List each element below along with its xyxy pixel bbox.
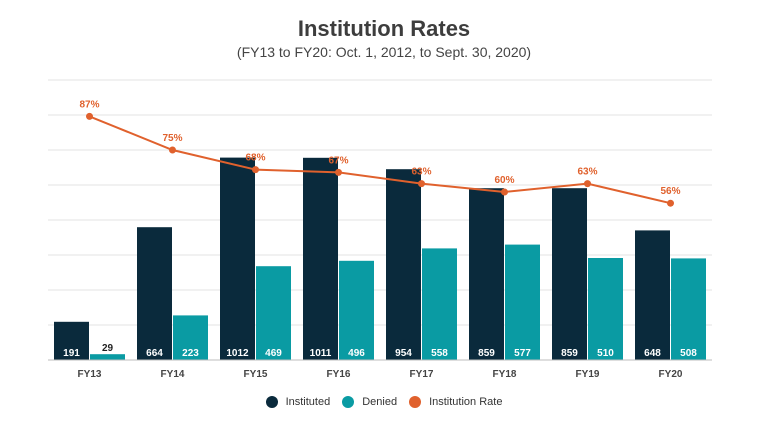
series-line-institution-rate xyxy=(89,115,671,205)
point-institution-rate-fy14 xyxy=(169,146,176,154)
data-label-instituted-fy19: 859 xyxy=(561,348,578,359)
data-label-institution-rate-fy14: 75% xyxy=(162,133,182,144)
data-label-denied-fy18: 577 xyxy=(514,348,531,359)
point-institution-rate-fy20 xyxy=(667,199,674,207)
data-label-denied-fy14: 223 xyxy=(182,348,199,359)
data-label-denied-fy20: 508 xyxy=(680,348,697,359)
bar-denied-fy20 xyxy=(671,258,706,360)
point-institution-rate-fy16 xyxy=(335,168,342,176)
bar-instituted-fy20 xyxy=(635,230,670,360)
bar-instituted-fy14 xyxy=(137,227,172,360)
x-tick-label-fy19: FY19 xyxy=(576,369,600,380)
data-label-denied-fy16: 496 xyxy=(348,348,365,359)
legend-item-denied: Denied xyxy=(342,396,397,408)
bar-denied-fy16 xyxy=(339,260,374,360)
x-tick-label-fy17: FY17 xyxy=(410,369,434,380)
chart-subtitle: (FY13 to FY20: Oct. 1, 2012, to Sept. 30… xyxy=(236,44,532,60)
bar-instituted-fy19 xyxy=(552,188,587,360)
legend-label-institution-rate: Institution Rate xyxy=(429,396,503,408)
legend-label-denied: Denied xyxy=(362,396,398,408)
data-label-instituted-fy17: 954 xyxy=(395,348,412,359)
data-label-denied-fy15: 469 xyxy=(265,348,282,359)
data-label-instituted-fy16: 1011 xyxy=(310,348,332,359)
x-tick-label-fy16: FY16 xyxy=(327,369,351,380)
chart-title: Institution Rates xyxy=(297,16,471,41)
data-label-denied-fy17: 558 xyxy=(431,348,448,359)
data-label-institution-rate-fy15: 68% xyxy=(245,153,265,164)
bar-denied-fy18 xyxy=(505,244,540,360)
legend-swatch-denied xyxy=(342,396,355,408)
legend-item-instituted: Instituted xyxy=(265,396,331,408)
x-tick-label-fy18: FY18 xyxy=(493,369,517,380)
legend-swatch-instituted xyxy=(265,396,278,408)
legend-swatch-institution-rate xyxy=(409,396,422,408)
data-label-institution-rate-fy19: 63% xyxy=(577,167,597,178)
bar-instituted-fy18 xyxy=(469,188,504,360)
bar-denied-fy14 xyxy=(173,315,208,360)
x-tick-label-fy15: FY15 xyxy=(244,369,268,380)
data-label-denied-fy19: 510 xyxy=(597,348,614,359)
data-label-institution-rate-fy17: 63% xyxy=(411,167,431,178)
x-tick-label-fy14: FY14 xyxy=(161,369,185,380)
bar-denied-fy17 xyxy=(422,248,457,360)
data-label-institution-rate-fy20: 56% xyxy=(660,186,680,197)
point-institution-rate-fy19 xyxy=(584,180,591,188)
legend-label-instituted: Instituted xyxy=(285,396,331,408)
data-label-institution-rate-fy16: 67% xyxy=(328,155,348,166)
data-label-instituted-fy18: 859 xyxy=(478,348,495,359)
point-institution-rate-fy17 xyxy=(418,180,425,188)
bar-instituted-fy16 xyxy=(303,157,338,360)
x-tick-label-fy13: FY13 xyxy=(78,369,102,380)
bar-denied-fy13 xyxy=(90,354,125,360)
bar-denied-fy15 xyxy=(256,266,291,360)
data-label-instituted-fy13: 191 xyxy=(63,348,80,359)
point-institution-rate-fy15 xyxy=(252,166,259,174)
data-label-instituted-fy20: 648 xyxy=(644,348,661,359)
data-label-instituted-fy15: 1012 xyxy=(226,348,249,359)
bar-instituted-fy13 xyxy=(54,321,89,360)
data-label-instituted-fy14: 664 xyxy=(146,348,163,359)
data-label-institution-rate-fy13: 87% xyxy=(79,99,99,110)
point-institution-rate-fy13 xyxy=(86,112,93,120)
chart-legend: Instituted Denied Institution Rate xyxy=(0,396,768,408)
point-institution-rate-fy18 xyxy=(501,188,508,196)
legend-item-institution-rate: Institution Rate xyxy=(409,396,502,408)
bar-instituted-fy17 xyxy=(386,169,421,360)
data-label-denied-fy13: 29 xyxy=(102,343,114,354)
x-tick-label-fy20: FY20 xyxy=(659,369,683,380)
data-label-institution-rate-fy18: 60% xyxy=(494,175,514,186)
bar-denied-fy19 xyxy=(588,258,623,360)
bar-instituted-fy15 xyxy=(220,157,255,360)
